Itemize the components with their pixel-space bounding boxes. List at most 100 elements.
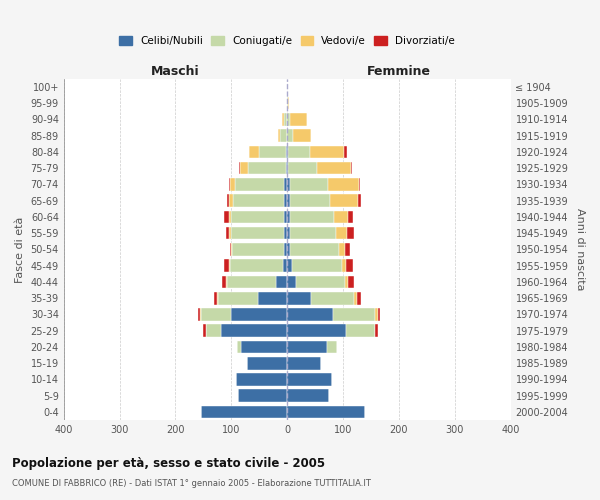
Bar bbox=[221, 324, 287, 337]
Bar bbox=[241, 340, 287, 353]
Bar bbox=[290, 227, 336, 239]
Bar bbox=[200, 406, 287, 418]
Bar bbox=[292, 260, 342, 272]
Bar bbox=[230, 260, 283, 272]
Bar bbox=[333, 308, 375, 321]
Bar bbox=[217, 292, 218, 304]
Bar bbox=[227, 194, 229, 207]
Bar bbox=[247, 357, 287, 370]
Bar bbox=[287, 113, 290, 126]
Bar bbox=[334, 210, 347, 223]
Bar bbox=[293, 130, 311, 142]
Bar bbox=[377, 308, 380, 321]
Bar bbox=[237, 340, 241, 353]
Bar bbox=[287, 178, 290, 190]
Bar bbox=[248, 162, 286, 174]
Y-axis label: Anni di nascita: Anni di nascita bbox=[575, 208, 585, 290]
Bar bbox=[287, 260, 292, 272]
Bar bbox=[283, 260, 287, 272]
Bar bbox=[281, 113, 284, 126]
Bar bbox=[235, 178, 284, 190]
Bar bbox=[287, 308, 333, 321]
Bar bbox=[249, 146, 259, 158]
Bar bbox=[345, 276, 347, 288]
Bar bbox=[330, 194, 358, 207]
Bar bbox=[276, 276, 287, 288]
Bar bbox=[229, 260, 230, 272]
Text: Maschi: Maschi bbox=[151, 65, 200, 78]
Bar bbox=[287, 276, 296, 288]
Bar bbox=[375, 308, 377, 321]
Bar bbox=[287, 324, 346, 337]
Bar bbox=[284, 243, 287, 256]
Bar bbox=[200, 308, 232, 321]
Bar bbox=[344, 146, 347, 158]
Bar bbox=[287, 292, 311, 304]
Bar bbox=[284, 194, 287, 207]
Bar bbox=[342, 260, 346, 272]
Bar bbox=[289, 162, 317, 174]
Bar bbox=[206, 324, 221, 337]
Bar bbox=[284, 227, 287, 239]
Bar bbox=[284, 178, 287, 190]
Bar bbox=[224, 210, 229, 223]
Bar bbox=[328, 340, 337, 353]
Bar bbox=[354, 292, 357, 304]
Bar bbox=[287, 406, 365, 418]
Bar bbox=[328, 178, 359, 190]
Bar bbox=[290, 113, 307, 126]
Bar bbox=[258, 292, 287, 304]
Bar bbox=[288, 96, 289, 110]
Bar bbox=[346, 260, 353, 272]
Bar bbox=[347, 227, 353, 239]
Bar bbox=[284, 210, 287, 223]
Y-axis label: Fasce di età: Fasce di età bbox=[15, 216, 25, 282]
Bar bbox=[278, 130, 280, 142]
Legend: Celibi/Nubili, Coniugati/e, Vedovi/e, Divorziati/e: Celibi/Nubili, Coniugati/e, Vedovi/e, Di… bbox=[119, 36, 455, 46]
Bar bbox=[310, 146, 344, 158]
Bar bbox=[231, 227, 284, 239]
Bar bbox=[232, 210, 284, 223]
Bar bbox=[199, 308, 200, 321]
Bar bbox=[290, 194, 330, 207]
Bar bbox=[239, 162, 240, 174]
Bar bbox=[226, 227, 229, 239]
Bar bbox=[296, 276, 345, 288]
Bar bbox=[358, 194, 361, 207]
Bar bbox=[280, 130, 287, 142]
Bar bbox=[203, 324, 206, 337]
Bar bbox=[287, 243, 290, 256]
Bar bbox=[287, 162, 289, 174]
Bar bbox=[233, 194, 284, 207]
Bar bbox=[227, 276, 276, 288]
Bar bbox=[289, 146, 310, 158]
Bar bbox=[287, 130, 293, 142]
Bar bbox=[287, 227, 290, 239]
Bar bbox=[214, 292, 217, 304]
Bar bbox=[229, 194, 233, 207]
Bar bbox=[287, 146, 289, 158]
Bar bbox=[317, 162, 351, 174]
Bar bbox=[286, 146, 287, 158]
Bar bbox=[287, 194, 290, 207]
Bar bbox=[218, 292, 258, 304]
Bar bbox=[229, 210, 232, 223]
Bar bbox=[230, 178, 235, 190]
Bar bbox=[359, 178, 360, 190]
Bar bbox=[351, 162, 352, 174]
Bar bbox=[345, 243, 350, 256]
Bar bbox=[347, 210, 353, 223]
Bar bbox=[336, 227, 347, 239]
Bar bbox=[287, 340, 328, 353]
Bar bbox=[229, 178, 230, 190]
Bar bbox=[230, 243, 232, 256]
Bar bbox=[229, 227, 231, 239]
Bar bbox=[222, 276, 226, 288]
Text: Popolazione per età, sesso e stato civile - 2005: Popolazione per età, sesso e stato civil… bbox=[12, 458, 325, 470]
Bar bbox=[287, 210, 290, 223]
Bar bbox=[286, 162, 287, 174]
Bar bbox=[232, 243, 284, 256]
Bar bbox=[236, 373, 287, 386]
Bar bbox=[346, 324, 375, 337]
Bar bbox=[347, 276, 354, 288]
